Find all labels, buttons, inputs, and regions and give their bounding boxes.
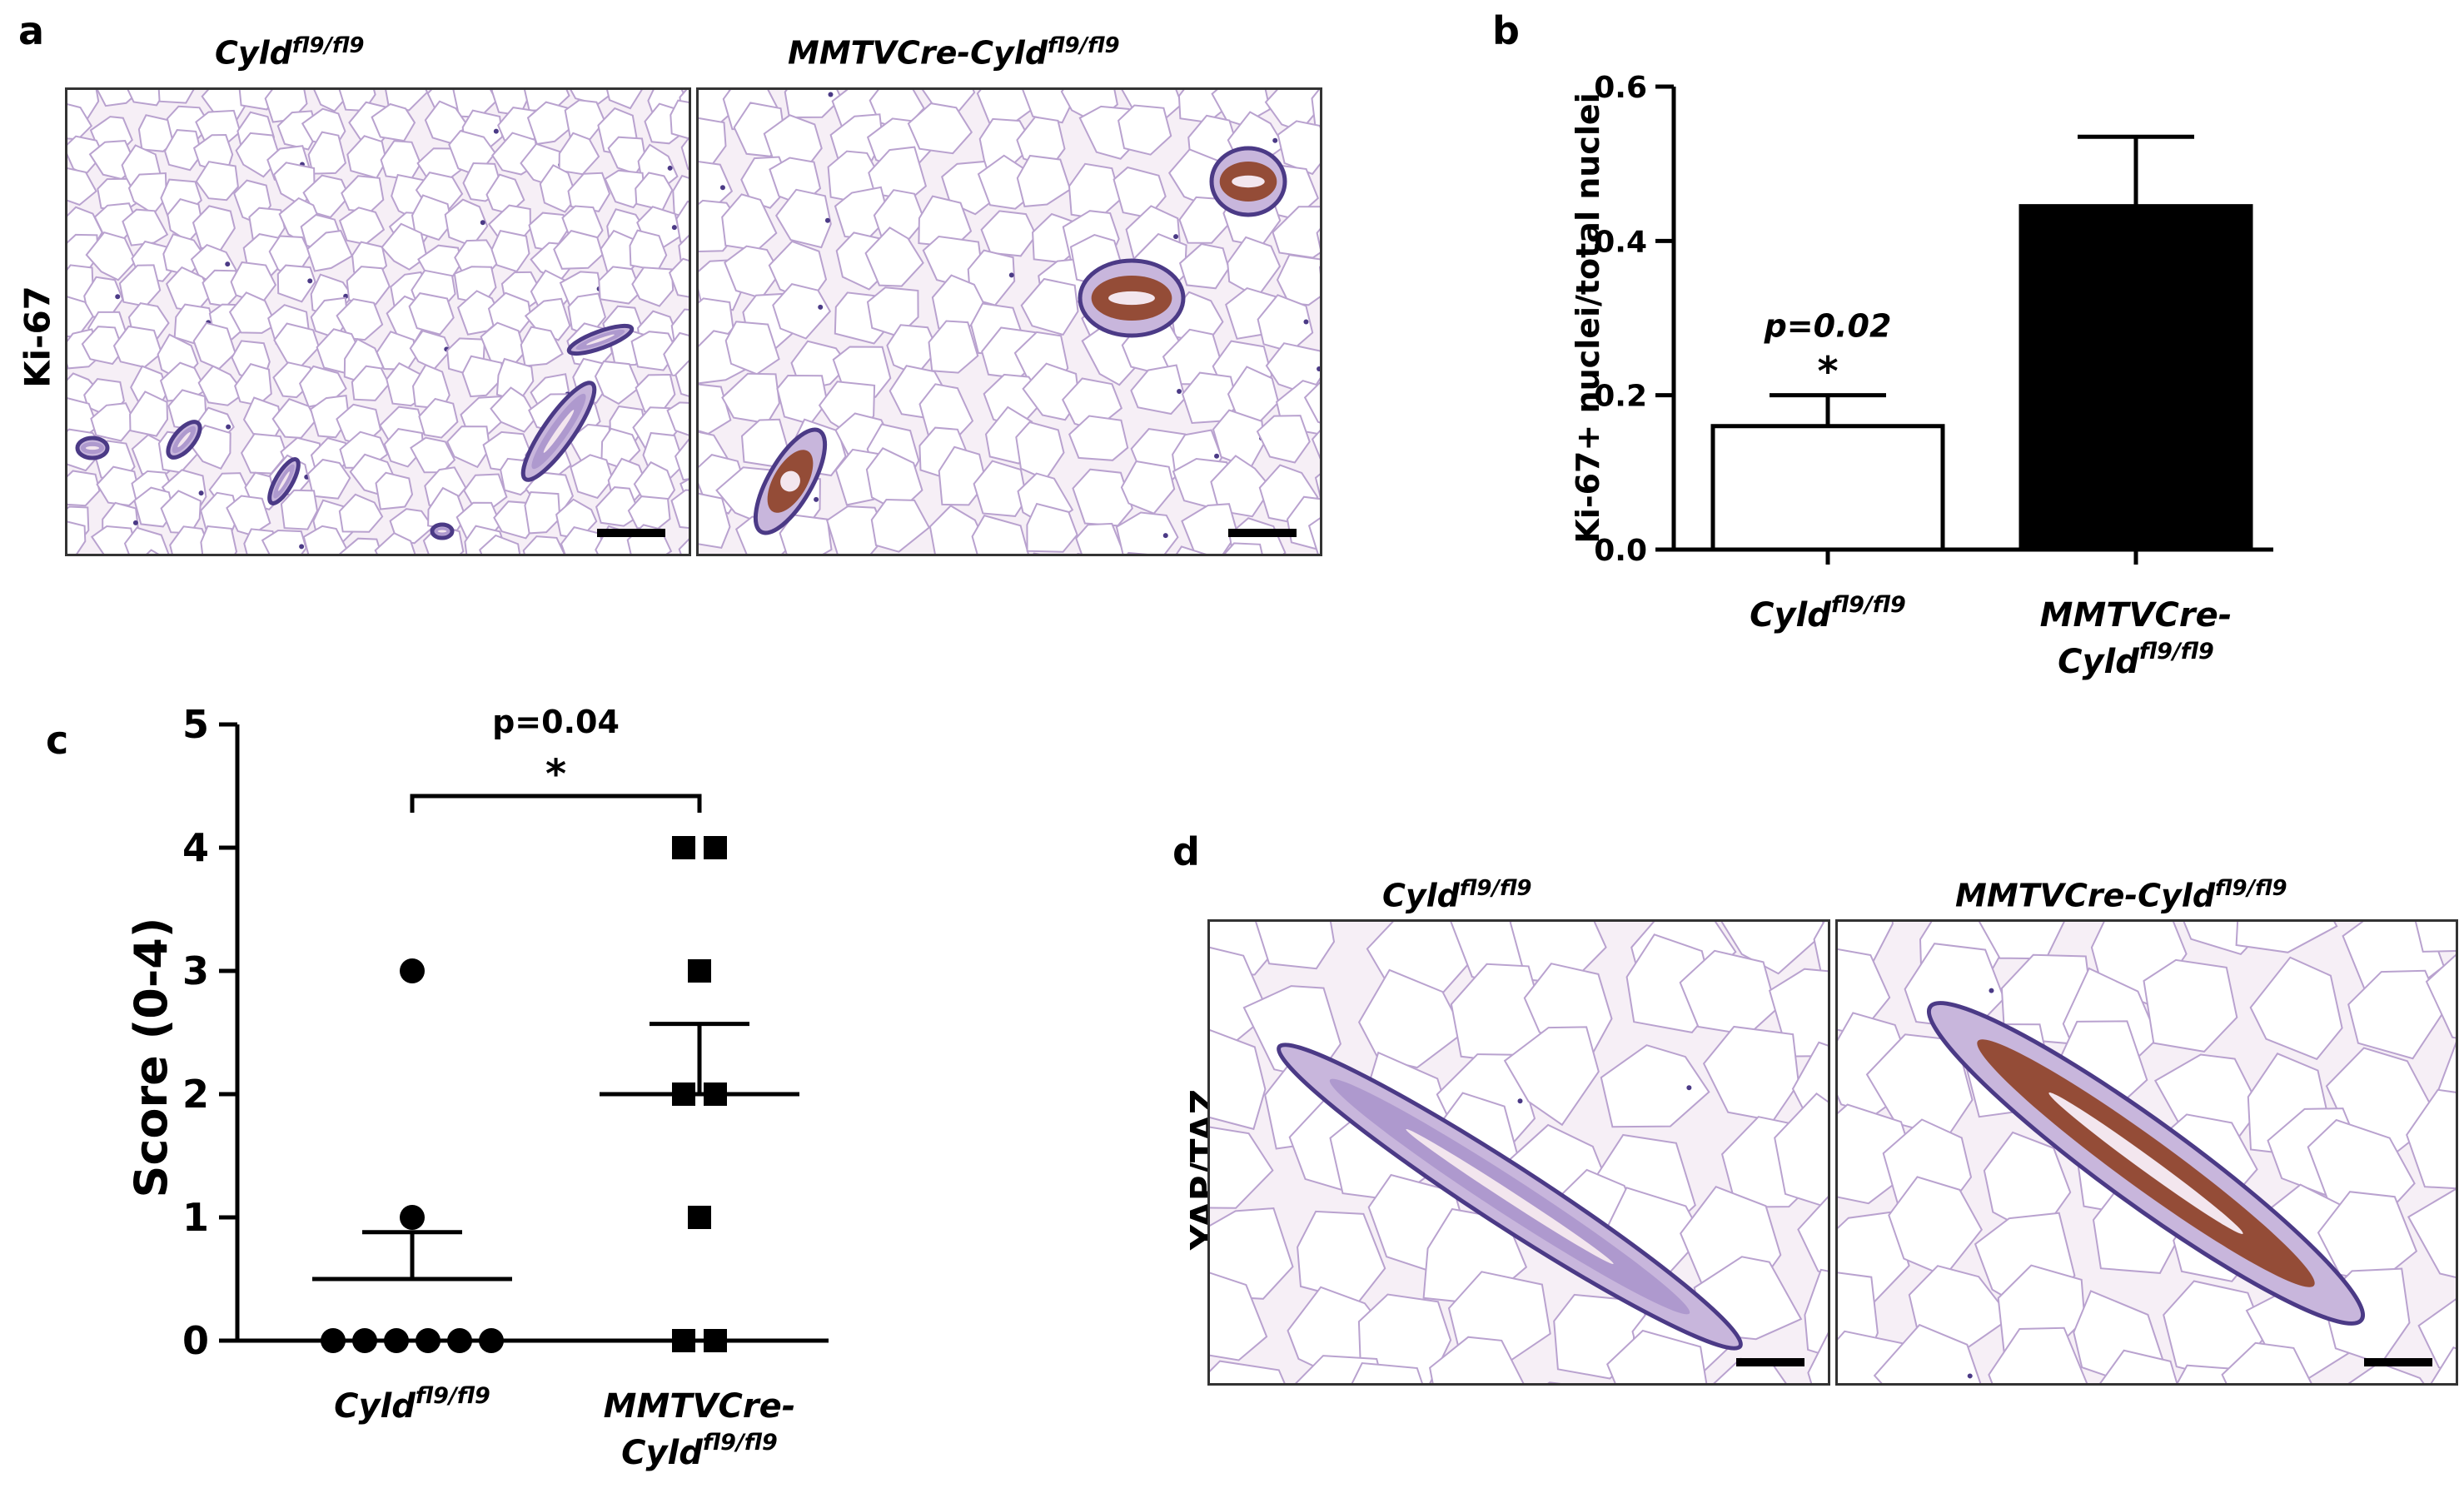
data-point-circle bbox=[321, 1328, 346, 1353]
x-tick-label: Cyldfl9/fl9 bbox=[1750, 592, 1906, 635]
duct-structure bbox=[1926, 1001, 2366, 1326]
x-tick-label: MMTVCre- bbox=[604, 1387, 796, 1426]
bar bbox=[1710, 424, 1945, 552]
y-tick-label: 0.4 bbox=[1594, 225, 1647, 259]
data-point-square bbox=[688, 959, 711, 983]
data-point-circle bbox=[479, 1328, 504, 1353]
duct-structure bbox=[1209, 146, 1287, 217]
y-tick-label: 0.0 bbox=[1594, 534, 1647, 568]
duct-structure bbox=[430, 522, 455, 540]
micrograph-yaptaz-mutant bbox=[1835, 919, 2458, 1386]
data-point-square bbox=[672, 1329, 695, 1352]
duct-structure bbox=[267, 457, 301, 505]
y-tick-label: 0.6 bbox=[1594, 71, 1647, 105]
x-tick-label: Cyldfl9/fl9 bbox=[621, 1430, 778, 1472]
micrograph-ki67-mutant bbox=[696, 87, 1322, 556]
bar bbox=[2018, 204, 2253, 552]
data-point-circle bbox=[447, 1328, 472, 1353]
p-value-label: p=0.04 bbox=[492, 704, 620, 740]
micrograph-ki67-control bbox=[65, 87, 691, 556]
duct-structure bbox=[75, 435, 110, 460]
scale-bar bbox=[1228, 529, 1297, 537]
data-point-square bbox=[704, 1329, 727, 1352]
y-axis-label: Ki-67+ nuclei/total nuclei bbox=[1570, 92, 1606, 543]
significance-star: * bbox=[1817, 349, 1838, 396]
duct-structure bbox=[520, 381, 597, 482]
adipocyte-cells bbox=[1210, 922, 1828, 1383]
x-tick-label: Cyldfl9/fl9 bbox=[2058, 639, 2214, 681]
adipocyte-cells bbox=[699, 90, 1320, 554]
panel-a-right-title: MMTVCre-Cyldfl9/fl9 bbox=[788, 33, 1120, 72]
significance-star: * bbox=[545, 751, 566, 798]
scale-bar bbox=[2364, 1358, 2432, 1366]
panel-a-left-title: Cyldfl9/fl9 bbox=[215, 33, 365, 72]
scale-bar bbox=[597, 529, 665, 537]
y-tick-label: 1 bbox=[182, 1195, 209, 1240]
panel-letter-c: c bbox=[46, 718, 69, 763]
duct-structure bbox=[1078, 258, 1186, 338]
data-point-circle bbox=[384, 1328, 409, 1353]
data-point-circle bbox=[400, 958, 425, 983]
y-tick-label: 4 bbox=[182, 825, 209, 870]
data-point-square bbox=[672, 836, 695, 859]
significance-bracket bbox=[410, 794, 702, 813]
y-tick-label: 3 bbox=[182, 948, 209, 993]
x-tick-label: Cyldfl9/fl9 bbox=[334, 1383, 490, 1426]
data-point-circle bbox=[416, 1328, 441, 1353]
panel-letter-b: b bbox=[1492, 8, 1520, 53]
y-tick-label: 2 bbox=[182, 1072, 209, 1117]
duct-structure bbox=[1277, 1043, 1743, 1351]
panel-a-row-label: Ki-67 bbox=[17, 286, 58, 388]
panel-letter-d: d bbox=[1172, 829, 1200, 874]
p-value-label: p=0.02 bbox=[1764, 308, 1892, 345]
data-point-circle bbox=[352, 1328, 377, 1353]
data-point-square bbox=[704, 836, 727, 859]
micrograph-yaptaz-control bbox=[1207, 919, 1830, 1386]
adipocyte-cells bbox=[67, 90, 689, 554]
scatter-chart-score: 0 1 2 3 4 5 Score (0-4) Cyldfl9/fl9 MMTVCre- Cyld… bbox=[125, 702, 829, 1472]
y-tick-label: 5 bbox=[182, 702, 209, 747]
panel-d-left-title: Cyldfl9/fl9 bbox=[1382, 876, 1532, 914]
data-point-circle bbox=[400, 1205, 425, 1230]
y-tick-label: 0.2 bbox=[1594, 380, 1647, 414]
panel-letter-a: a bbox=[18, 8, 45, 53]
x-tick-label: MMTVCre- bbox=[2040, 596, 2233, 635]
scale-bar bbox=[1736, 1358, 1804, 1366]
y-axis-label: Score (0-4) bbox=[125, 918, 177, 1198]
duct-structure bbox=[566, 323, 635, 356]
data-point-square bbox=[688, 1206, 711, 1229]
bar-chart-ki67: 0.0 0.2 0.4 0.6Ki-67+ nuclei/total nuclei Cy… bbox=[1570, 71, 2273, 681]
panel-d-right-title: MMTVCre-Cyldfl9/fl9 bbox=[1955, 876, 2287, 914]
duct-structure bbox=[166, 420, 202, 460]
y-tick-label: 0 bbox=[182, 1318, 209, 1363]
